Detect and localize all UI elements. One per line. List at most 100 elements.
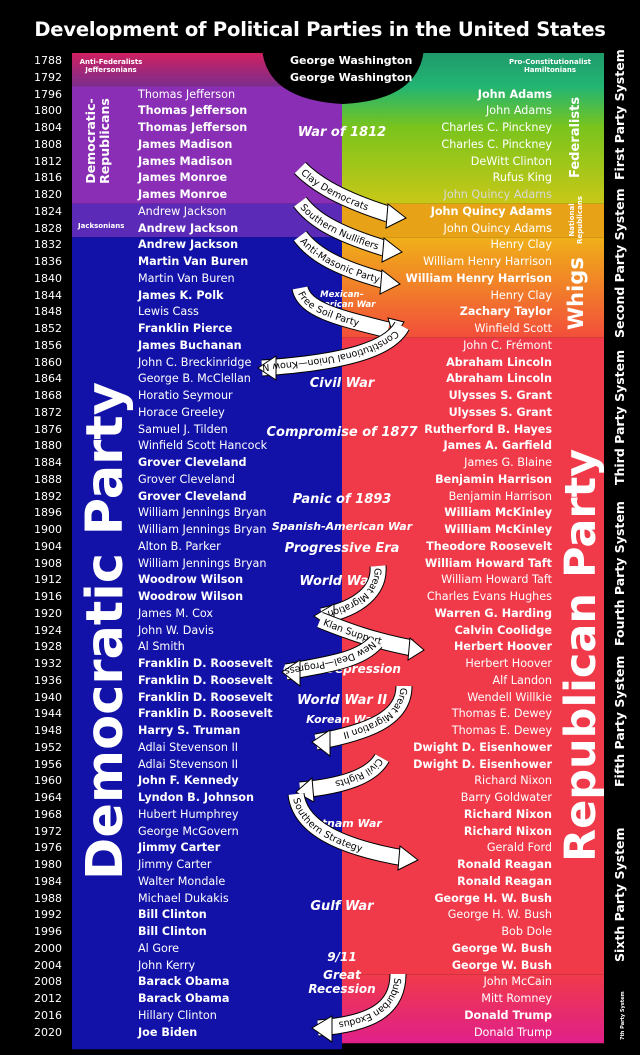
left-candidate: James K. Polk — [138, 288, 224, 302]
right-candidate: John C. Frémont — [463, 338, 552, 352]
antifed-text: Anti-Federalists — [79, 58, 143, 66]
right-candidate: Ulysses S. Grant — [448, 389, 552, 402]
procon-text: Pro-Constitutionalist — [508, 58, 592, 66]
left-candidate: Franklin D. Roosevelt — [138, 690, 273, 704]
left-candidate: Lewis Cass — [138, 305, 199, 319]
year-label: 1796 — [34, 87, 62, 101]
year-label: 1836 — [34, 255, 62, 268]
left-candidate: Franklin D. Roosevelt — [138, 657, 273, 670]
year-label: 1872 — [34, 405, 62, 419]
left-candidate: William Jennings Bryan — [138, 506, 267, 520]
event-label: Panic of 1893 — [292, 492, 392, 508]
right-candidate: Dwight D. Eisenhower — [413, 740, 552, 754]
year-label: 1860 — [34, 355, 62, 369]
year-label: 1904 — [34, 539, 62, 553]
right-candidate: Henry Clay — [490, 288, 552, 302]
year-label: 2008 — [34, 975, 62, 989]
left-candidate: Franklin Pierce — [138, 322, 233, 335]
year-label: 1912 — [34, 573, 62, 587]
left-candidate: William Jennings Bryan — [138, 556, 267, 570]
arrow-head — [381, 237, 403, 263]
right-candidate: Alf Landon — [492, 673, 552, 687]
right-candidate: Donald Trump — [464, 1008, 552, 1022]
right-candidate: William McKinley — [444, 523, 552, 536]
right-candidate: George H. W. Bush — [447, 908, 552, 922]
svg-text:New Deal—Progressives: New Deal—Progressives — [0, 0, 378, 677]
event-label: Mexican– — [320, 290, 364, 301]
left-candidate: Grover Cleveland — [138, 489, 247, 503]
jacksonians-label: Jacksonians — [78, 222, 125, 230]
year-label: 2004 — [34, 958, 62, 972]
right-candidate: Calvin Coolidge — [454, 623, 552, 637]
left-candidate: Jimmy Carter — [138, 841, 221, 855]
year-label: 1844 — [34, 288, 62, 302]
event-label: Compromise of 1877 — [266, 425, 418, 441]
left-candidate: Thomas Jefferson — [138, 104, 248, 118]
arrow-great-migration-2: Great Migration II — [311, 685, 413, 758]
right-candidate: Zachary Taylor — [459, 305, 552, 319]
event-label: World War II — [296, 693, 388, 709]
right-candidate: George W. Bush — [451, 941, 552, 955]
right-candidate: William Howard Taft — [441, 573, 552, 587]
left-candidate: John C. Breckinridge — [138, 355, 252, 369]
right-candidate: William McKinley — [444, 506, 552, 520]
left-candidate: Andrew Jackson — [138, 221, 239, 235]
year-label: 1868 — [34, 389, 62, 402]
year-label: 1960 — [34, 774, 62, 788]
left-candidate: Al Smith — [138, 640, 185, 654]
arrow-head — [407, 636, 425, 661]
left-candidate: Horatio Seymour — [138, 389, 233, 402]
left-candidate: John W. Davis — [138, 623, 214, 637]
year-label: 1808 — [34, 137, 62, 151]
right-candidate: John Adams — [477, 87, 552, 101]
right-candidate: James G. Blaine — [464, 456, 552, 469]
right-candidate: Herbert Hoover — [465, 657, 552, 670]
left-candidate: James Monroe — [138, 171, 228, 185]
left-candidate: Harry S. Truman — [138, 724, 241, 737]
right-candidate: Theodore Roosevelt — [426, 539, 552, 553]
right-candidate: Thomas E. Dewey — [451, 707, 552, 721]
arrow-civil-rights: Civil Rights — [295, 753, 390, 803]
year-label: 1920 — [34, 606, 62, 620]
left-candidate: James Madison — [138, 154, 233, 168]
left-candidate: Barack Obama — [138, 975, 230, 989]
jeffersonians-text: Jeffersonians — [85, 66, 137, 74]
right-candidate: Ulysses S. Grant — [448, 405, 552, 419]
year-label: 1856 — [34, 338, 62, 352]
left-candidate: Franklin D. Roosevelt — [138, 673, 273, 687]
right-candidate: Benjamin Harrison — [435, 472, 552, 486]
left-candidate: Lyndon B. Johnson — [138, 791, 254, 804]
year-label: 1888 — [34, 472, 62, 486]
washington-1788: George Washington — [290, 54, 413, 67]
left-candidate: Franklin D. Roosevelt — [138, 707, 273, 721]
event-label: Great — [323, 968, 361, 983]
year-label: 1928 — [34, 640, 62, 654]
arrow-head — [281, 659, 301, 688]
year-label: 1900 — [34, 523, 62, 536]
right-candidate: Benjamin Harrison — [448, 489, 552, 503]
left-candidate: Al Gore — [138, 941, 180, 955]
arrow-head — [379, 269, 401, 295]
right-candidate: William Henry Harrison — [423, 255, 552, 268]
year-label: 1892 — [34, 489, 62, 503]
arrow-suburban-exodus: Suburban Exodus — [311, 973, 407, 1043]
year-label: 1804 — [34, 121, 62, 134]
year-label: 1828 — [34, 221, 62, 235]
washington-dome — [262, 48, 424, 104]
left-candidate: Grover Cleveland — [138, 472, 235, 486]
right-candidate: John Adams — [485, 104, 552, 118]
year-label: 1924 — [34, 623, 62, 637]
event-label: American War — [308, 300, 376, 311]
year-label: 1984 — [34, 874, 62, 888]
year-label: 2012 — [34, 992, 62, 1005]
event-label: Recession — [308, 981, 376, 996]
year-label: 2016 — [34, 1008, 62, 1022]
year-label: 1948 — [34, 724, 62, 737]
left-candidate: Andrew Jackson — [138, 204, 227, 218]
antifed-label: Anti-Federalists Jeffersonians — [76, 58, 146, 74]
left-candidate: William Jennings Bryan — [138, 523, 267, 536]
year-label: 1992 — [34, 908, 62, 922]
left-candidate: Joe Biden — [138, 1025, 198, 1039]
year-label: 1800 — [34, 104, 62, 118]
left-candidate: James M. Cox — [138, 606, 214, 620]
